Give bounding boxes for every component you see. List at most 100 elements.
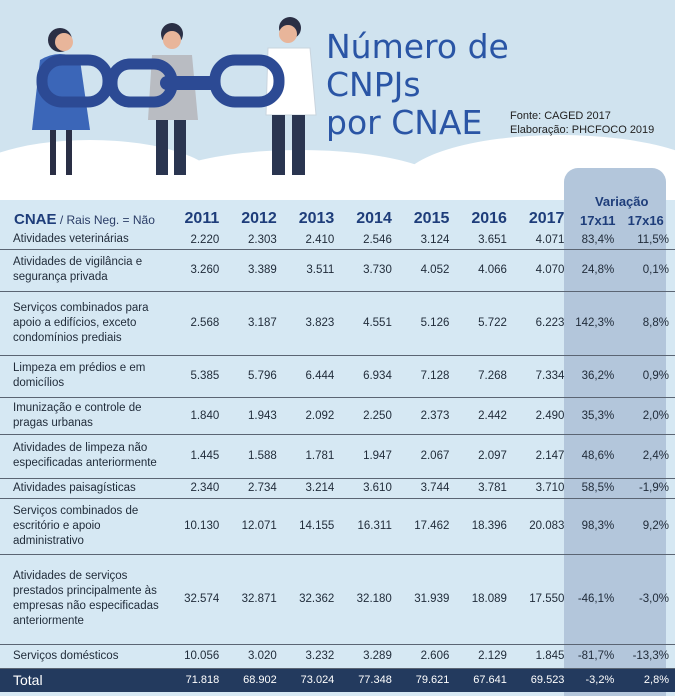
row-value: 3.289	[338, 644, 396, 669]
year-header: 2011	[184, 210, 220, 227]
row-value: 2.606	[395, 644, 454, 669]
row-variation: 11,5%	[620, 231, 675, 250]
row-value: 32.574	[167, 554, 224, 645]
row-value: 2.097	[453, 434, 511, 479]
row-value: 6.444	[280, 355, 339, 398]
row-variation: 8,8%	[620, 291, 675, 356]
row-name: Atividades de limpeza não especificadas …	[0, 434, 168, 479]
row-name: Serviços domésticos	[0, 644, 168, 669]
row-value: 32.362	[280, 554, 339, 645]
cnae-label: CNAE	[14, 211, 57, 228]
row-variation: 58,5%	[568, 478, 621, 499]
row-value: 3.710	[510, 478, 569, 499]
table-row: Atividades veterinárias 2.220 2.303 2.410 2.…	[0, 231, 675, 250]
row-value: 5.126	[395, 291, 454, 356]
cnpj-table: CNAE / Rais Neg. = Não 2011 2012 2013 20…	[0, 186, 675, 692]
row-variation: 2,0%	[620, 397, 675, 435]
row-value: 5.796	[223, 355, 281, 398]
row-value: 3.214	[280, 478, 339, 499]
year-header: 2014	[356, 210, 392, 227]
row-value: 1.840	[167, 397, 224, 435]
row-variation: 2,4%	[620, 434, 675, 479]
row-value: 6.934	[338, 355, 396, 398]
row-value: 10.130	[167, 498, 224, 555]
row-variation: -46,1%	[568, 554, 621, 645]
var-col-header: 17x16	[627, 213, 664, 228]
row-value: 3.260	[167, 249, 224, 292]
total-label: Total	[0, 668, 168, 692]
year-header: 2013	[298, 210, 335, 227]
row-variation: -1,9%	[620, 478, 675, 499]
row-value: 18.396	[453, 498, 511, 555]
table-row: Serviços combinados para apoio a edifíci…	[0, 291, 675, 356]
var-col-header: 17x11	[580, 213, 616, 228]
row-value: 2.734	[223, 478, 281, 499]
table-header-row: CNAE / Rais Neg. = Não 2011 2012 2013 20…	[0, 186, 675, 231]
row-name: Atividades de serviços prestados princip…	[0, 554, 168, 645]
row-value: 6.223	[510, 291, 569, 356]
row-variation: 98,3%	[568, 498, 621, 555]
row-value: 10.056	[167, 644, 224, 669]
row-value: 2.067	[395, 434, 454, 479]
row-value: 3.020	[223, 644, 281, 669]
source-note: Fonte: CAGED 2017 Elaboração: PHCFOCO 20…	[510, 109, 654, 137]
total-value: 68.902	[223, 668, 281, 692]
row-value: 3.187	[223, 291, 281, 356]
row-value: 32.180	[338, 554, 396, 645]
row-value: 2.250	[338, 397, 396, 435]
header-banner: Número de CNPJs por CNAE Fonte: CAGED 20…	[0, 0, 675, 200]
row-value: 3.232	[280, 644, 339, 669]
row-name: Limpeza em prédios e em domicílios	[0, 355, 168, 398]
table-row: Serviços domésticos 10.056 3.020 3.232 3.289…	[0, 644, 675, 669]
year-header: 2016	[471, 210, 507, 227]
row-value: 5.385	[167, 355, 224, 398]
row-value: 2.442	[453, 397, 511, 435]
row-variation: -81,7%	[568, 644, 621, 669]
total-value: 77.348	[338, 668, 396, 692]
total-variation: 2,8%	[620, 668, 675, 692]
row-value: 1.947	[338, 434, 396, 479]
total-value: 73.024	[280, 668, 339, 692]
title-line: CNPJs	[326, 65, 421, 104]
row-name: Serviços combinados de escritório e apoi…	[0, 498, 168, 555]
table-row: Serviços combinados de escritório e apoi…	[0, 498, 675, 555]
row-value: 2.129	[453, 644, 511, 669]
total-value: 79.621	[395, 668, 454, 692]
row-value: 14.155	[280, 498, 339, 555]
row-value: 3.511	[280, 249, 339, 292]
row-value: 12.071	[223, 498, 281, 555]
row-variation: 83,4%	[568, 231, 621, 250]
row-value: 2.220	[167, 231, 224, 250]
row-value: 2.092	[280, 397, 339, 435]
row-value: 4.070	[510, 249, 569, 292]
row-value: 2.410	[280, 231, 339, 250]
row-variation: 0,9%	[620, 355, 675, 398]
row-variation: 9,2%	[620, 498, 675, 555]
row-value: 2.340	[167, 478, 224, 499]
row-value: 2.490	[510, 397, 569, 435]
table-body: Atividades veterinárias 2.220 2.303 2.410 2.…	[0, 231, 675, 692]
row-value: 4.551	[338, 291, 396, 356]
row-variation: -13,3%	[620, 644, 675, 669]
row-value: 4.066	[453, 249, 511, 292]
row-name: Atividades paisagísticas	[0, 478, 168, 499]
year-header: 2017	[528, 210, 565, 227]
row-value: 3.124	[395, 231, 454, 250]
row-variation: 142,3%	[568, 291, 621, 356]
row-value: 16.311	[338, 498, 396, 555]
row-value: 32.871	[223, 554, 281, 645]
row-value: 3.823	[280, 291, 339, 356]
row-variation: 24,8%	[568, 249, 621, 292]
row-value: 18.089	[453, 554, 511, 645]
variation-title: Variação	[594, 194, 649, 209]
row-value: 3.781	[453, 478, 511, 499]
row-variation: 48,6%	[568, 434, 621, 479]
row-value: 1.943	[223, 397, 281, 435]
row-value: 3.730	[338, 249, 396, 292]
row-value: 17.462	[395, 498, 454, 555]
cnae-subtitle: / Rais Neg. = Não	[56, 213, 155, 227]
row-value: 2.373	[395, 397, 454, 435]
row-name: Atividades veterinárias	[0, 231, 168, 250]
row-value: 5.722	[453, 291, 511, 356]
row-value: 7.268	[453, 355, 511, 398]
